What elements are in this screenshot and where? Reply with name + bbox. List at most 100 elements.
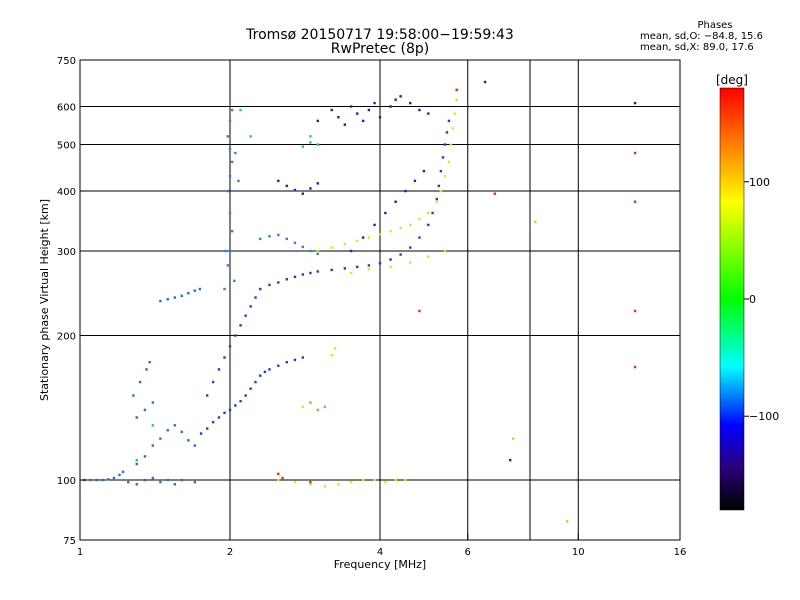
data-point bbox=[277, 472, 280, 476]
data-point bbox=[199, 432, 203, 435]
data-point bbox=[180, 430, 183, 434]
data-point bbox=[205, 394, 209, 397]
data-point bbox=[285, 360, 288, 364]
data-point bbox=[301, 192, 305, 195]
data-point bbox=[565, 520, 569, 523]
chart-title-line1: Tromsø 20150717 19:58:00−19:59:43 bbox=[246, 27, 514, 43]
data-point bbox=[399, 226, 402, 230]
data-point bbox=[249, 305, 252, 308]
data-point bbox=[389, 229, 392, 233]
x-tick-label: 10 bbox=[572, 547, 585, 558]
data-point bbox=[330, 108, 333, 112]
data-point bbox=[95, 478, 98, 482]
data-point bbox=[373, 101, 376, 105]
data-point bbox=[309, 187, 312, 190]
y-tick-label: 600 bbox=[57, 103, 76, 114]
data-point bbox=[435, 197, 438, 201]
data-point bbox=[112, 476, 116, 480]
data-point bbox=[281, 476, 284, 480]
x-tick-label: 16 bbox=[674, 547, 687, 558]
data-point bbox=[193, 289, 197, 292]
data-point bbox=[309, 271, 312, 275]
phase-statistics-o-mode: mean, sd,O: −84.8, 15.6 bbox=[640, 31, 763, 42]
data-point bbox=[399, 253, 402, 256]
colorbar-label: [deg] bbox=[716, 73, 748, 87]
data-point bbox=[293, 188, 297, 192]
data-point bbox=[418, 108, 421, 112]
data-point bbox=[404, 478, 407, 482]
data-point bbox=[228, 249, 232, 253]
data-point bbox=[316, 270, 319, 273]
data-point bbox=[316, 408, 319, 412]
data-point bbox=[534, 220, 537, 224]
data-point bbox=[187, 439, 190, 442]
data-point bbox=[277, 364, 280, 367]
data-point bbox=[349, 480, 353, 484]
data-point bbox=[151, 401, 155, 404]
data-point bbox=[330, 246, 333, 249]
data-points bbox=[83, 80, 637, 523]
data-point bbox=[447, 160, 451, 164]
data-point bbox=[226, 135, 230, 138]
data-point bbox=[228, 211, 232, 215]
data-point bbox=[217, 416, 221, 419]
data-point bbox=[431, 211, 434, 215]
data-point bbox=[226, 264, 230, 267]
data-point bbox=[367, 264, 371, 267]
data-point bbox=[389, 265, 392, 269]
y-tick-label: 500 bbox=[57, 141, 76, 152]
data-point bbox=[378, 116, 382, 119]
data-point bbox=[89, 478, 92, 482]
data-point bbox=[101, 478, 104, 482]
data-point bbox=[230, 160, 234, 164]
data-point bbox=[107, 478, 110, 481]
data-point bbox=[427, 112, 430, 115]
grid-lines bbox=[80, 60, 680, 540]
colorbar-tick-label: 100 bbox=[749, 176, 770, 189]
data-point bbox=[309, 480, 312, 484]
data-point bbox=[230, 229, 234, 233]
data-point bbox=[187, 292, 190, 295]
data-point bbox=[413, 179, 417, 183]
x-tick-label: 6 bbox=[465, 547, 471, 558]
data-point bbox=[259, 237, 262, 241]
data-point bbox=[349, 271, 353, 275]
colorbar-tick-label: 0 bbox=[749, 293, 756, 306]
data-point bbox=[373, 478, 376, 482]
data-point bbox=[455, 88, 458, 92]
data-point bbox=[394, 478, 397, 482]
data-point bbox=[418, 217, 421, 221]
data-point bbox=[343, 267, 347, 270]
data-point bbox=[263, 370, 267, 374]
data-point bbox=[223, 411, 226, 415]
data-point bbox=[301, 245, 305, 249]
data-point bbox=[118, 473, 121, 477]
phase-statistics-heading: Phases bbox=[697, 20, 733, 31]
data-point bbox=[277, 478, 280, 482]
colorbar-tick-label: −100 bbox=[749, 410, 779, 423]
data-point bbox=[337, 483, 340, 486]
data-point bbox=[323, 485, 327, 488]
data-point bbox=[439, 169, 443, 173]
data-point bbox=[173, 483, 177, 486]
data-point bbox=[159, 299, 162, 303]
data-point bbox=[268, 283, 271, 287]
data-point bbox=[437, 184, 441, 188]
data-point bbox=[193, 480, 197, 484]
data-point bbox=[373, 223, 376, 227]
data-point bbox=[399, 95, 402, 98]
data-point bbox=[451, 127, 455, 130]
data-point bbox=[301, 405, 305, 409]
data-point bbox=[223, 356, 226, 359]
data-point bbox=[277, 179, 280, 183]
data-point bbox=[384, 211, 387, 215]
data-point bbox=[180, 294, 183, 297]
data-point bbox=[333, 347, 337, 350]
data-point bbox=[237, 179, 240, 183]
x-tick-label: 1 bbox=[77, 547, 83, 558]
data-point bbox=[633, 309, 637, 313]
data-point bbox=[239, 399, 242, 403]
data-point bbox=[633, 101, 637, 105]
